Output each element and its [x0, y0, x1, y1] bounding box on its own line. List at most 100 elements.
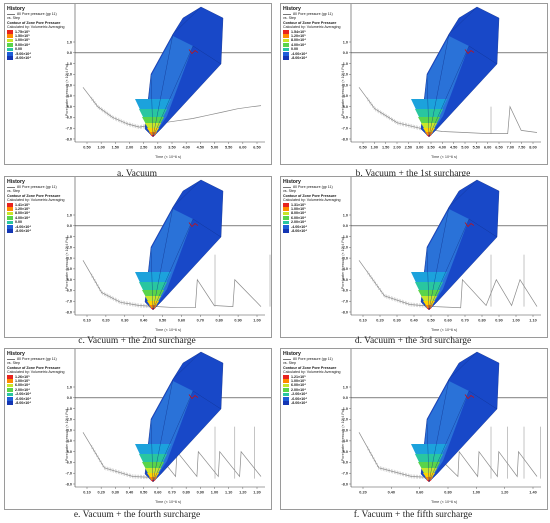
y-tick-label: 1.0 [67, 40, 72, 44]
legend-contour-value: 5.00×10⁴ [15, 42, 30, 47]
legend-vs-step: vs. Step [283, 361, 296, 366]
legend-contour-value: -8.00×10⁴ [15, 228, 32, 233]
plot-area: 1.0 0.0 -1.0 -2.0 -3.0 -4.0 -5.0 -6.0 -7.0 -8.0 0.… [341, 4, 547, 150]
legend: History 80 Pore pressure (gp 11) vs. Step C… [283, 179, 347, 233]
legend-contour-value: 0.00 [291, 47, 298, 52]
x-tick-label: 2.00 [393, 146, 400, 150]
x-tick-label: 0.30 [393, 319, 400, 323]
legend-contour-value: 1.75×10⁵ [15, 29, 30, 34]
legend-color-swatch [283, 392, 289, 397]
legend-contour-value: 6.00×10⁴ [291, 215, 306, 220]
legend-calc-method: Calculated by: Volumetric Averaging [283, 370, 341, 375]
legend-contour-row: 1.20×10⁵ [7, 207, 71, 211]
legend-color-swatch [7, 383, 13, 388]
legend-contour-value: 2.00×10⁴ [291, 387, 306, 392]
mesh-line [192, 390, 222, 410]
legend-contour-row: 1.31×10⁵ [283, 203, 347, 207]
legend-color-swatch [7, 34, 13, 38]
legend-contour-title: Contour of Zone Pore Pressure [7, 20, 61, 25]
legend-contour-row: 5.00×10⁴ [7, 43, 71, 47]
legend-contour-value: 4.00×10⁴ [291, 42, 306, 47]
x-tick-label: 0.10 [83, 319, 90, 323]
legend-color-swatch [283, 220, 289, 225]
legend-contour-value: 2.00×10⁴ [291, 220, 306, 225]
legend-contour-row: 1.00×10⁵ [283, 379, 347, 383]
x-tick-label: 0.90 [495, 319, 502, 323]
mesh-line [426, 75, 430, 138]
legend-contour-row: 0.00 [283, 47, 347, 51]
plot-area: 1.0 0.0 -1.0 -2.0 -3.0 -4.0 -5.0 -6.0 -7.0 -8.0 0.… [65, 4, 271, 150]
gridpoint-marker [464, 394, 475, 400]
mesh-line [428, 206, 450, 311]
y-tick-label: -8.0 [341, 310, 348, 314]
legend-color-swatch [7, 224, 13, 229]
legend-color-swatch [283, 56, 289, 60]
y-tick-label: -1.0 [65, 235, 72, 239]
y-tick-label: -7.0 [341, 300, 348, 304]
legend-series-label: 80 Pore pressure (gp 11) [17, 185, 57, 189]
legend-series-row: 80 Pore pressure (gp 11) [7, 185, 71, 189]
x-tick-label: 0.60 [154, 491, 161, 495]
gridpoint-marker [464, 49, 475, 55]
y-tick-label: -4.0 [65, 267, 72, 271]
y-tick-label: -3.0 [65, 428, 72, 432]
legend-vs-step: vs. Step [283, 16, 296, 21]
legend-color-swatch [283, 401, 289, 405]
legend-color-swatch [7, 211, 13, 216]
history-noise [91, 445, 153, 480]
y-tick-label: 1.0 [343, 213, 348, 217]
legend: History 80 Pore pressure (gp 11) vs. Step C… [7, 6, 71, 60]
legend-color-swatch [7, 375, 13, 379]
mesh-line [150, 420, 154, 483]
y-tick-label: -1.0 [65, 62, 72, 66]
legend-contour-row: 6.00×10⁴ [283, 216, 347, 220]
legend-color-swatch [7, 43, 13, 47]
contour-mesh [411, 351, 500, 483]
legend-contour-row: 1.41×10⁵ [7, 203, 71, 207]
mesh-line [150, 248, 154, 311]
mesh-line [152, 33, 174, 138]
legend-contour-value: -4.00×10⁴ [291, 51, 308, 56]
legend-contour-value: -2.00×10⁴ [291, 392, 308, 397]
contour-mesh [135, 6, 224, 138]
caption-a: a. Vacuum [117, 169, 157, 179]
legend-series-row: 80 Pore pressure (gp 11) [283, 357, 347, 361]
y-tick-label: -2.0 [65, 246, 72, 250]
y-tick-label: -6.0 [65, 116, 72, 120]
x-tick-label: 2.50 [140, 146, 147, 150]
legend-series-label: 80 Pore pressure (gp 11) [293, 357, 333, 361]
x-tick-label: 8.00 [529, 146, 536, 150]
legend: History 80 Pore pressure (gp 11) vs. Step C… [7, 351, 71, 405]
legend-color-swatch [7, 396, 13, 401]
y-tick-label: -6.0 [341, 116, 348, 120]
legend-contour-row: 1.50×10⁵ [7, 34, 71, 38]
legend-contour-value: -8.00×10⁴ [291, 228, 308, 233]
x-tick-label: 0.60 [178, 319, 185, 323]
x-tick-label: 1.20 [501, 491, 508, 495]
x-tick-label: 0.90 [197, 491, 204, 495]
legend-contour-row: 8.00×10⁴ [7, 211, 71, 215]
y-tick-label: -4.0 [341, 267, 348, 271]
y-tick-label: -1.0 [65, 407, 72, 411]
x-tick-label: 5.50 [473, 146, 480, 150]
legend-contour-value: 1.00×10⁵ [15, 379, 30, 383]
y-tick-label: 0.0 [343, 396, 348, 400]
y-tick-label: -6.0 [341, 461, 348, 465]
panel-d: History 80 Pore pressure (gp 11) vs. Step C… [280, 176, 548, 338]
gridpoint-marker [188, 222, 199, 228]
x-tick-label: 0.20 [102, 319, 109, 323]
legend-contour-value: -5.00×10⁴ [15, 51, 32, 56]
y-tick-label: -2.0 [65, 73, 72, 77]
legend-line-swatch [7, 358, 15, 360]
legend-color-swatch [283, 224, 289, 229]
y-tick-label: -6.0 [65, 461, 72, 465]
legend-calc-method: Calculated by: Volumetric Averaging [7, 370, 65, 375]
legend-series-label: 80 Pore pressure (gp 11) [17, 12, 57, 16]
contour-mesh [135, 351, 224, 483]
legend-contour-value: -8.00×10⁴ [15, 400, 32, 405]
x-tick-label: 0.50 [140, 491, 147, 495]
y-tick-label: -5.0 [341, 105, 348, 109]
mesh-line [428, 390, 470, 483]
contour-mesh [411, 179, 500, 311]
x-tick-label: 7.00 [507, 146, 514, 150]
